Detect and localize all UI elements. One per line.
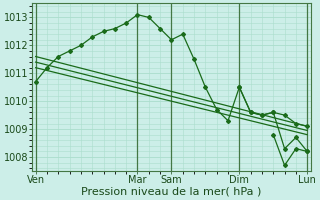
- X-axis label: Pression niveau de la mer( hPa ): Pression niveau de la mer( hPa ): [81, 187, 262, 197]
